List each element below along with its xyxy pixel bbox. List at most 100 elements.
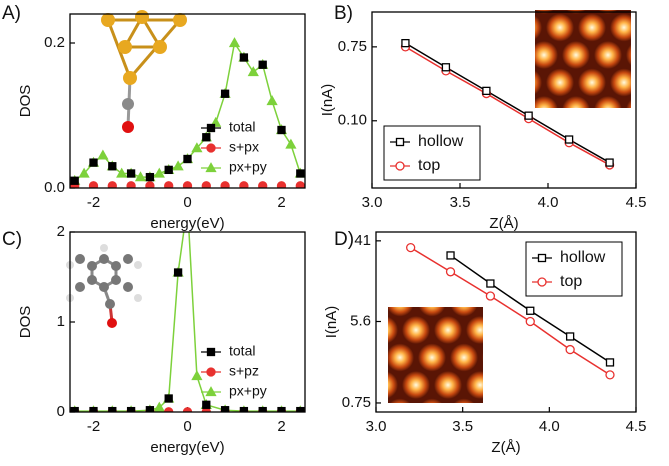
x-tick-label: 3.0 <box>366 418 387 435</box>
y-tick-label: 2 <box>57 223 65 240</box>
marker <box>164 165 173 175</box>
y-tick-label: 0.2 <box>44 34 65 51</box>
y-axis-label: DOS <box>17 306 34 339</box>
marker <box>486 279 495 288</box>
y-tick-label: 0.75 <box>342 394 371 411</box>
marker <box>202 400 211 409</box>
x-axis-label: energy(eV) <box>150 215 224 232</box>
marker <box>564 135 574 144</box>
marker <box>406 242 416 253</box>
x-tick-label: 4.0 <box>539 418 560 435</box>
marker <box>277 406 286 412</box>
plot-area <box>70 232 305 412</box>
series-line <box>405 42 610 164</box>
legend-marker <box>205 386 217 397</box>
plot-frame <box>69 13 306 189</box>
marker <box>276 181 287 188</box>
x-axis-label: energy(eV) <box>150 439 224 456</box>
panel-label: B) <box>334 3 353 24</box>
marker <box>239 406 249 412</box>
marker <box>285 138 297 149</box>
marker <box>145 406 155 412</box>
marker <box>277 125 286 135</box>
marker <box>524 111 533 120</box>
marker <box>565 344 575 355</box>
marker <box>108 406 117 412</box>
legend-marker <box>395 137 405 147</box>
series-line <box>410 246 611 376</box>
legend-label: top <box>560 273 582 290</box>
marker <box>258 181 268 188</box>
plot-frame <box>69 231 306 413</box>
y-axis-label: I(nA) <box>319 84 336 117</box>
plot-area <box>70 37 305 188</box>
legend-label: px+py <box>229 383 267 399</box>
marker <box>172 160 184 171</box>
marker <box>258 406 267 412</box>
marker <box>126 181 136 188</box>
panel-label: C) <box>2 229 22 250</box>
marker <box>108 162 117 171</box>
marker <box>70 406 79 412</box>
marker <box>173 268 183 277</box>
y-tick-label: 0 <box>57 403 65 420</box>
legend-label: top <box>418 157 440 174</box>
marker <box>107 181 117 188</box>
legend-marker <box>537 253 547 263</box>
marker <box>116 167 128 178</box>
inset-stm <box>535 10 631 108</box>
marker <box>296 406 305 412</box>
marker <box>70 176 79 185</box>
legend-marker <box>206 347 216 357</box>
marker <box>97 149 109 160</box>
marker <box>89 158 98 167</box>
marker <box>526 306 535 315</box>
marker <box>126 169 136 178</box>
marker <box>164 181 174 188</box>
marker <box>220 181 230 188</box>
legend-marker <box>206 143 216 153</box>
marker <box>446 251 455 260</box>
y-tick-label: 0.10 <box>338 112 367 129</box>
series-line <box>405 46 610 166</box>
legend-marker <box>206 367 216 377</box>
legend-marker <box>205 162 217 173</box>
plot-area <box>406 242 615 380</box>
marker <box>183 154 192 164</box>
x-tick-label: -2 <box>87 418 100 435</box>
marker <box>401 38 410 48</box>
marker <box>126 406 136 412</box>
marker <box>220 406 230 412</box>
x-tick-label: 0 <box>183 418 191 435</box>
legend-label: s+pz <box>229 363 259 379</box>
legend-frame <box>525 241 623 297</box>
panel-label: A) <box>2 3 21 24</box>
marker <box>182 181 193 188</box>
legend-label: hollow <box>418 133 464 150</box>
marker <box>266 95 278 106</box>
marker <box>88 181 99 188</box>
marker <box>191 142 203 153</box>
marker <box>220 89 230 98</box>
marker <box>191 370 203 381</box>
plot-frame <box>371 11 637 189</box>
marker <box>482 86 491 96</box>
x-tick-label: 4.0 <box>538 194 559 211</box>
marker <box>153 401 165 412</box>
marker <box>145 172 155 182</box>
marker <box>525 316 535 327</box>
y-tick-label: 1 <box>57 313 65 330</box>
marker <box>445 267 456 277</box>
marker <box>145 181 155 188</box>
plot-area <box>400 38 615 170</box>
y-tick-label: 41 <box>354 232 371 249</box>
legend-marker <box>206 123 216 133</box>
marker <box>485 291 496 301</box>
marker <box>239 53 249 62</box>
legend-label: total <box>229 343 255 359</box>
panel-label: D) <box>334 229 354 250</box>
y-axis-label: DOS <box>17 85 34 118</box>
y-axis-label: I(nA) <box>323 306 340 339</box>
x-tick-label: 4.5 <box>626 418 647 435</box>
